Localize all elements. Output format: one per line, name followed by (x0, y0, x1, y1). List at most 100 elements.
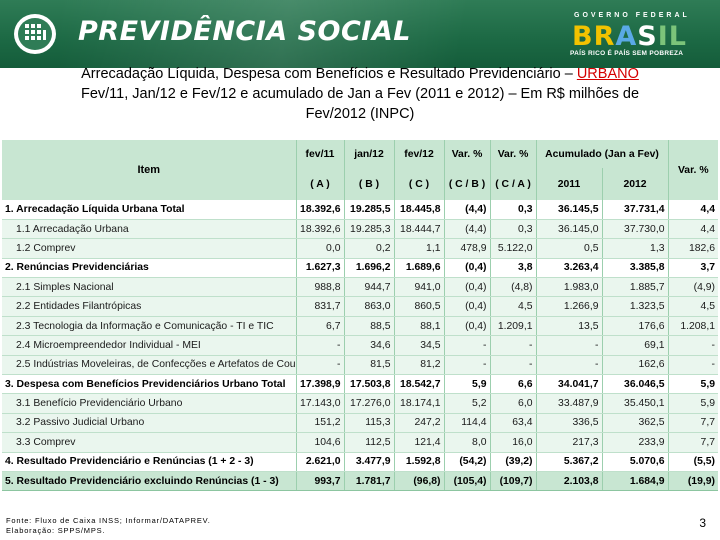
header-2012: 2012 (602, 168, 669, 200)
row-value: 162,6 (602, 355, 669, 376)
data-table-container: Item fev/11 jan/12 fev/12 Var. % Var. % … (2, 140, 718, 492)
row-value: 151,2 (296, 413, 345, 434)
row-value: 17.276,0 (344, 393, 395, 414)
row-value: 17.503,8 (344, 374, 395, 395)
row-value: 3.263,4 (536, 258, 603, 279)
row-value: 6,0 (490, 393, 537, 414)
row-value: 18.174,1 (394, 393, 445, 414)
row-value: 18.445,8 (394, 200, 445, 220)
header-b: ( B ) (344, 168, 395, 200)
row-value: 4,4 (668, 200, 718, 220)
row-value: (4,8) (490, 277, 537, 298)
table-row: 2. Renúncias Previdenciárias 1.627,3 1.696… (2, 258, 718, 279)
row-value: 121,4 (394, 432, 445, 453)
table-row: 2.1 Simples Nacional 988,8 944,7 941,0 (0,4)… (2, 277, 718, 298)
table-header: Item fev/11 jan/12 fev/12 Var. % Var. % … (2, 140, 718, 200)
row-value: 176,6 (602, 316, 669, 337)
row-value: 1.689,6 (394, 258, 445, 279)
row-value: 5.070,6 (602, 452, 669, 472)
header-ca: ( C / A ) (490, 168, 537, 200)
row-value: 247,2 (394, 413, 445, 434)
row-value: 1.684,9 (602, 471, 669, 492)
table-row: 3.1 Benefício Previdenciário Urbano 17.14… (2, 393, 718, 414)
row-value: 18.392,6 (296, 200, 345, 220)
row-value: 81,2 (394, 355, 445, 376)
row-value: (96,8) (394, 471, 445, 492)
source-text: Fonte: Fluxo de Caixa INSS; Informar/DAT… (6, 516, 211, 525)
row-value: 182,6 (668, 238, 718, 259)
banner-shine (60, 0, 560, 68)
row-value: 1,3 (602, 238, 669, 259)
title-line-2: Fev/11, Jan/12 e Fev/12 e acumulado de J… (80, 86, 640, 102)
row-value: 36.046,5 (602, 374, 669, 395)
table-row: 3.3 Comprev 104,6 112,5 121,4 8,0 16,0 217,3 23… (2, 432, 718, 453)
previdencia-logo-icon (14, 14, 56, 54)
row-value: 7,7 (668, 413, 718, 434)
row-value: 3.477,9 (344, 452, 395, 472)
title-line-1: Arrecadação Líquida, Despesa com Benefíc… (81, 66, 639, 82)
row-value: 944,7 (344, 277, 395, 298)
row-value: 5.122,0 (490, 238, 537, 259)
row-value: 13,5 (536, 316, 603, 337)
gov-top-text: GOVERNO FEDERAL (574, 12, 690, 19)
row-value: 7,7 (668, 432, 718, 453)
header-var-cb: Var. % (444, 140, 491, 168)
row-value: 831,7 (296, 296, 345, 317)
row-value: 4,5 (490, 296, 537, 317)
row-value: 3,7 (668, 258, 718, 279)
row-value: 4,4 (668, 219, 718, 240)
gov-brasil-wordmark: BRASIL (572, 21, 687, 52)
header-fev12: fev/12 (394, 140, 445, 168)
row-value: 362,5 (602, 413, 669, 434)
row-value: (4,4) (444, 200, 491, 220)
row-value: 2.621,0 (296, 452, 345, 472)
row-value: 6,6 (490, 374, 537, 395)
row-value: 1.781,7 (344, 471, 395, 492)
row-value: (39,2) (490, 452, 537, 472)
header-acumulado: Acumulado (Jan a Fev) (536, 140, 669, 168)
header-jan12: jan/12 (344, 140, 395, 168)
row-value: 0,3 (490, 219, 537, 240)
row-value: 34.041,7 (536, 374, 603, 395)
row-value: 478,9 (444, 238, 491, 259)
row-value: 17.398,9 (296, 374, 345, 395)
table-row: 2.4 Microempreendedor Individual - MEI -3… (2, 335, 718, 356)
row-value: 1.323,5 (602, 296, 669, 317)
row-value: 69,1 (602, 335, 669, 356)
row-value: 0,5 (536, 238, 603, 259)
row-value: - (444, 355, 491, 376)
header-var-ca: Var. % (490, 140, 537, 168)
row-value: (4,4) (444, 219, 491, 240)
row-value: 112,5 (344, 432, 395, 453)
footer-source: Fonte: Fluxo de Caixa INSS; Informar/DAT… (6, 516, 211, 536)
row-value: 0,0 (296, 238, 345, 259)
row-value: 18.542,7 (394, 374, 445, 395)
row-value: 34,5 (394, 335, 445, 356)
row-value: 1.592,8 (394, 452, 445, 472)
row-label: 4. Resultado Previdenciário e Renúncias … (2, 452, 297, 472)
row-value: (0,4) (444, 277, 491, 298)
row-value: - (668, 355, 718, 376)
row-label: 3.3 Comprev (2, 432, 297, 453)
row-value: 4,5 (668, 296, 718, 317)
row-label: 3.1 Benefício Previdenciário Urbano (2, 393, 297, 414)
row-value: 17.143,0 (296, 393, 345, 414)
row-value: 36.145,0 (536, 219, 603, 240)
gov-slogan: PAÍS RICO É PAÍS SEM POBREZA (570, 50, 684, 57)
row-value: 1.209,1 (490, 316, 537, 337)
title-line-3: Fev/2012 (INPC) (305, 106, 415, 122)
row-value: (109,7) (490, 471, 537, 492)
row-value: 1.627,3 (296, 258, 345, 279)
row-value: 217,3 (536, 432, 603, 453)
row-value: 3.385,8 (602, 258, 669, 279)
row-value: 37.730,0 (602, 219, 669, 240)
row-label: 5. Resultado Previdenciário excluindo Re… (2, 471, 297, 492)
table-row: 1.2 Comprev 0,0 0,2 1,1 478,9 5.122,0 0,5 1,3 18… (2, 238, 718, 259)
row-value: 16,0 (490, 432, 537, 453)
row-value: 941,0 (394, 277, 445, 298)
row-label: 2.1 Simples Nacional (2, 277, 297, 298)
row-value: (0,4) (444, 258, 491, 279)
row-value: - (444, 335, 491, 356)
row-value: 36.145,5 (536, 200, 603, 220)
row-value: 5,9 (444, 374, 491, 395)
